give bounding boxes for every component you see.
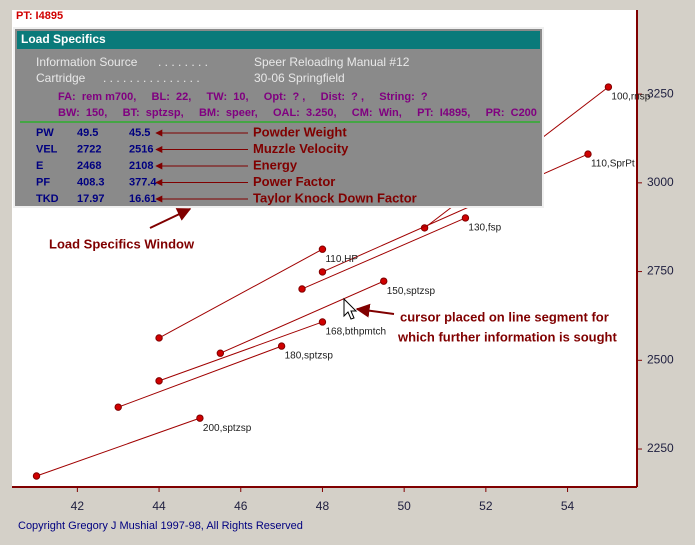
point (584, 150, 592, 158)
line-segment (220, 280, 384, 354)
load-specifics-window: Load Specifics Information Source . . . … (13, 27, 544, 208)
table-label: Taylor Knock Down Factor (253, 190, 417, 205)
table-cell: 16.61 (129, 193, 157, 205)
point (380, 277, 388, 285)
table-cell: VEL (36, 143, 58, 155)
table-label: Powder Weight (253, 124, 347, 139)
marks: 42 44 46 48 50 52 54 2250 2500 2750 3000 3250100,rn… (32, 83, 674, 513)
annotation: cursor placed on line segment for (400, 309, 609, 324)
line-segment (36, 417, 201, 477)
cursor (343, 297, 358, 320)
pt-header: PT: I4895 (16, 10, 63, 22)
annotation: which further information is sought (397, 329, 618, 344)
info-dots: . . . . . . . . . . . . . . . (103, 71, 200, 85)
y-tick-label: 3250 (647, 86, 674, 100)
table: PW 49.5 45.5 Powder Weight VEL 2722 2516 Muzzle… (36, 124, 417, 205)
table-cell: 2108 (129, 160, 153, 172)
point (318, 268, 327, 276)
point (461, 214, 470, 222)
line-segment (158, 321, 323, 382)
table-cell: PW (36, 127, 54, 139)
info-label: Information Source (36, 55, 138, 69)
table-cell: 2468 (77, 160, 101, 172)
annotation: Load Specifics Window (49, 236, 195, 251)
x-tick-label: 52 (479, 499, 493, 513)
y-tick-label: 2250 (647, 441, 674, 455)
point-label: 168,bthpmtch (325, 327, 386, 338)
point-label: 110,SprPt (591, 159, 635, 170)
line-segment (118, 345, 282, 408)
point (318, 245, 327, 253)
x-tick-label: 48 (316, 499, 330, 513)
point (114, 403, 122, 411)
title-bar (17, 31, 540, 49)
point (604, 83, 613, 91)
table-cell: E (36, 160, 43, 172)
table-cell: 2722 (77, 143, 101, 155)
point-label: 100,rnsp (611, 92, 650, 103)
point (216, 349, 225, 357)
point (155, 334, 163, 342)
point-label: 200,sptzsp (203, 423, 252, 434)
table-cell: 408.3 (77, 176, 105, 188)
arrow (149, 208, 192, 229)
x-tick-label: 50 (397, 499, 411, 513)
point-label: 180,sptzsp (285, 351, 334, 362)
x-tick-label: 46 (234, 499, 248, 513)
table-cell: 2516 (129, 143, 153, 155)
info-value: Speer Reloading Manual #12 (254, 55, 410, 69)
point (155, 377, 163, 385)
table-cell: 377.4 (129, 176, 157, 188)
point (277, 342, 286, 350)
info-value: 30-06 Springfield (254, 71, 345, 85)
details-line: FA: rem m700, BL: 22, TW: 10, Opt: ? , D… (58, 91, 428, 103)
line-segment (301, 217, 466, 290)
table-cell: PF (36, 176, 50, 188)
point (318, 318, 327, 326)
point (298, 285, 306, 293)
point (32, 472, 41, 480)
line-segment (158, 248, 323, 339)
y-tick-label: 3000 (647, 175, 674, 189)
table-cell: TKD (36, 193, 59, 205)
point-label: 150,sptzsp (387, 286, 436, 297)
y-tick-label: 2500 (647, 352, 674, 366)
x-tick-label: 42 (71, 499, 85, 513)
point (196, 414, 204, 422)
window-frame (13, 27, 544, 208)
point-label: 110,HP (325, 254, 358, 265)
table-label: Power Factor (253, 174, 335, 189)
x-tick-label: 44 (152, 499, 166, 513)
point-label: 130,fsp (468, 223, 501, 234)
table-cell: 49.5 (77, 127, 98, 139)
table-label: Energy (253, 157, 298, 172)
y-tick-label: 2750 (647, 264, 674, 278)
table-cell: 17.97 (77, 193, 105, 205)
info-dots: . . . . . . . . (158, 55, 208, 69)
details-line: BW: 150, BT: sptzsp, BM: speer, OAL: 3.2… (58, 107, 537, 119)
table-label: Muzzle Velocity (253, 141, 349, 156)
copyright: Copyright Gregory J Mushial 1997-98, All… (18, 520, 303, 532)
x-tick-label: 54 (561, 499, 575, 513)
info-label: Cartridge (36, 71, 86, 85)
table-cell: 45.5 (129, 127, 150, 139)
arrow (355, 303, 395, 318)
window-title: Load Specifics (21, 32, 106, 46)
